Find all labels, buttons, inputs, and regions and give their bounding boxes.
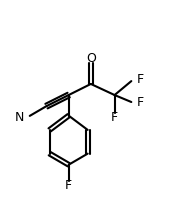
Text: F: F [65, 179, 72, 192]
Text: F: F [137, 96, 144, 109]
Text: F: F [111, 111, 118, 124]
Text: O: O [86, 52, 96, 65]
Text: F: F [137, 73, 144, 86]
Text: N: N [15, 111, 24, 124]
